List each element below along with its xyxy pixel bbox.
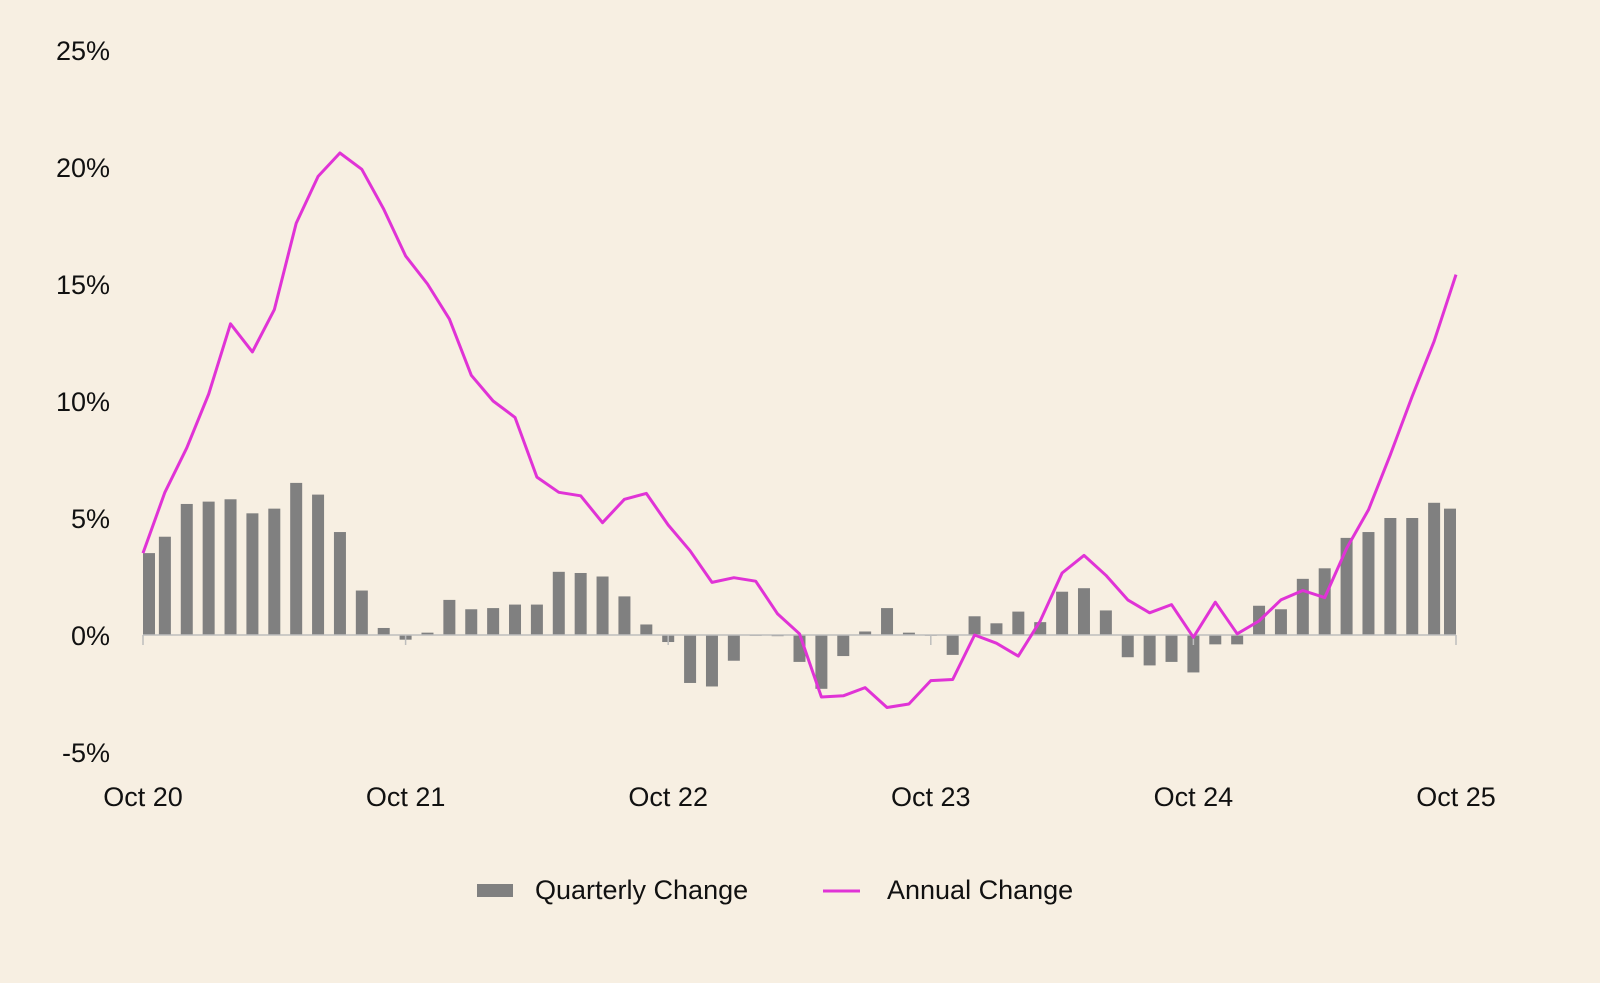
legend-label-annual: Annual Change — [887, 875, 1073, 905]
y-tick-label: 0% — [71, 621, 110, 651]
x-tick-label: Oct 22 — [628, 782, 708, 812]
y-tick-label: 20% — [56, 153, 110, 183]
quarterly-bar — [377, 627, 390, 635]
quarterly-bar — [509, 604, 522, 635]
quarterly-bar — [1231, 635, 1244, 645]
y-tick-label: 5% — [71, 504, 110, 534]
legend-swatch-quarterly — [477, 884, 513, 897]
quarterly-bar — [487, 608, 500, 635]
quarterly-bar — [946, 635, 959, 655]
x-tick-label: Oct 21 — [366, 782, 446, 812]
x-tick-label: Oct 24 — [1154, 782, 1234, 812]
quarterly-bar — [312, 494, 325, 635]
quarterly-bar — [290, 482, 303, 635]
quarterly-bar — [837, 635, 850, 657]
quarterly-bar — [333, 532, 346, 635]
quarterly-bar — [355, 590, 368, 635]
quarterly-bar — [684, 635, 697, 683]
quarterly-bar — [180, 503, 193, 635]
quarterly-bar — [1318, 568, 1331, 635]
quarterly-bar — [143, 553, 155, 635]
legend-label-quarterly: Quarterly Change — [535, 875, 748, 905]
quarterly-bar — [552, 571, 565, 635]
y-tick-label: -5% — [62, 738, 110, 768]
quarterly-bar — [246, 513, 259, 635]
quarterly-bar — [421, 632, 434, 635]
x-axis-ticks: Oct 20 Oct 21 Oct 22 Oct 23 Oct 24 Oct 25 — [103, 635, 1496, 812]
quarterly-bar — [443, 599, 456, 635]
y-tick-label: 15% — [56, 270, 110, 300]
quarterly-bar — [1056, 591, 1069, 635]
quarterly-bar — [1444, 508, 1456, 635]
quarterly-bar — [596, 576, 609, 635]
quarterly-bar — [1406, 518, 1419, 635]
quarterly-bar — [640, 624, 653, 635]
quarterly-bar — [1428, 502, 1441, 635]
quarterly-bar — [902, 632, 915, 635]
quarterly-bar — [727, 635, 740, 661]
quarterly-bar — [202, 501, 215, 635]
y-tick-label: 25% — [56, 36, 110, 66]
quarterly-bar — [1274, 609, 1287, 635]
legend: Quarterly Change Annual Change — [477, 875, 1073, 905]
quarterly-bar — [1296, 578, 1309, 635]
quarterly-bar — [618, 596, 631, 635]
quarterly-bar — [859, 631, 872, 635]
quarterly-bar — [1209, 635, 1222, 645]
quarterly-bar — [224, 499, 237, 635]
quarterly-bar — [705, 635, 718, 687]
quarterly-bar — [881, 608, 894, 635]
x-tick-label: Oct 23 — [891, 782, 971, 812]
quarterly-bar — [1121, 635, 1134, 658]
quarterly-bar — [1165, 635, 1178, 662]
quarterly-bar — [1362, 532, 1375, 635]
quarterly-bar — [268, 508, 281, 635]
quarterly-bar — [1187, 635, 1200, 673]
quarterly-bar — [574, 572, 587, 635]
y-tick-label: 10% — [56, 387, 110, 417]
quarterly-bar — [815, 635, 828, 689]
quarterly-bar — [1099, 610, 1112, 635]
quarterly-bar — [968, 616, 981, 635]
quarterly-bar — [1077, 588, 1090, 635]
x-tick-label: Oct 20 — [103, 782, 183, 812]
quarterly-bar — [1384, 518, 1397, 635]
annual-change-line — [141, 151, 1458, 709]
y-axis-ticks: 25% 20% 15% 10% 5% 0% -5% — [56, 36, 110, 768]
quarterly-bar — [465, 609, 478, 635]
x-tick-label: Oct 25 — [1416, 782, 1496, 812]
quarterly-bars — [143, 482, 1456, 689]
quarterly-bar — [1012, 611, 1025, 635]
quarterly-bar — [158, 536, 171, 635]
quarterly-bar — [1143, 635, 1156, 666]
quarterly-bar — [1340, 537, 1353, 635]
quarterly-bar — [990, 623, 1003, 635]
quarterly-bar — [530, 604, 543, 635]
